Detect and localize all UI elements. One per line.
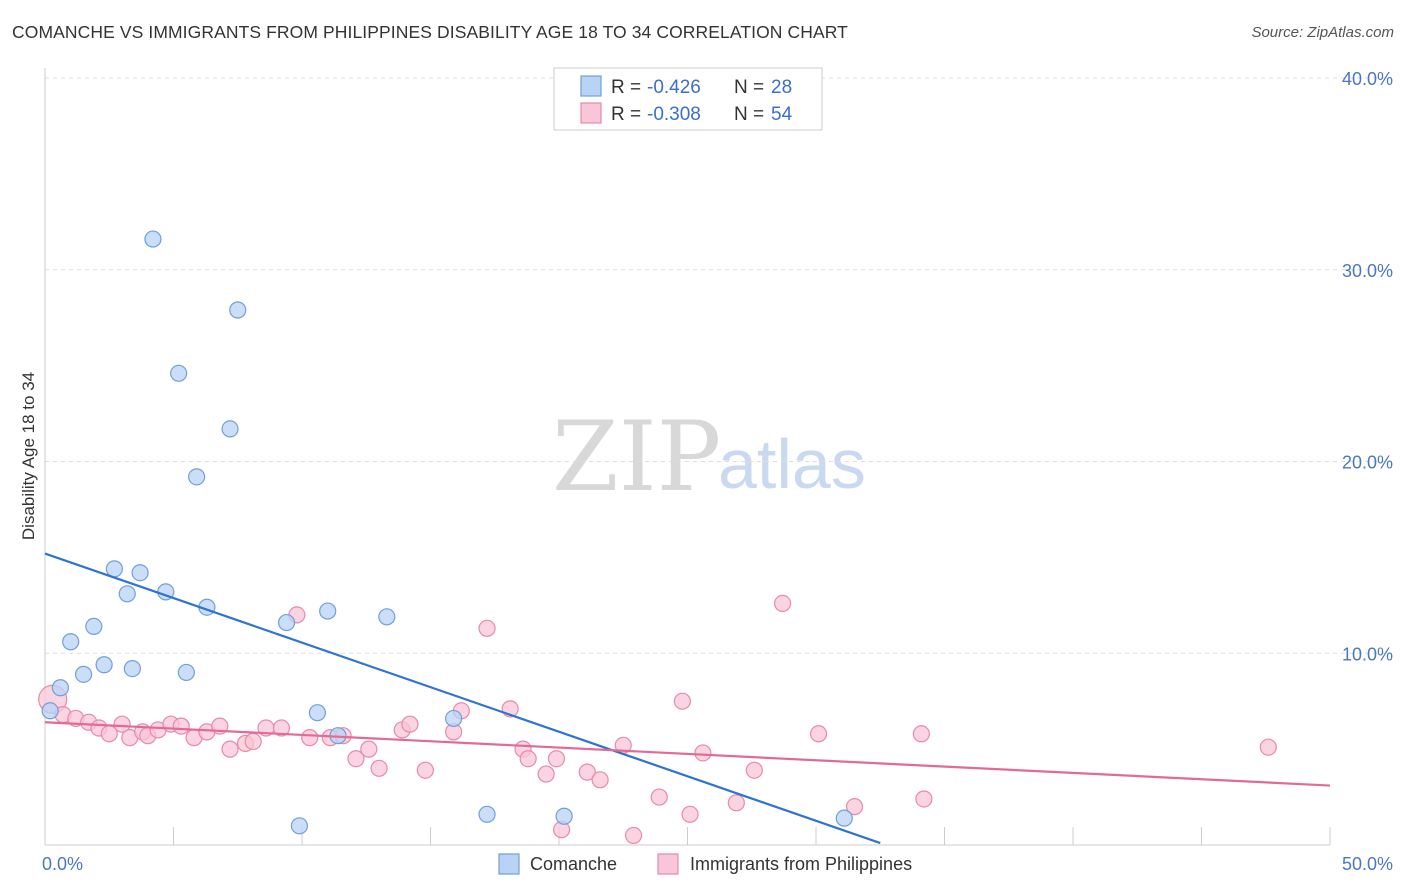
legend-n-label-2: N = — [734, 104, 764, 125]
comanche-point — [144, 230, 162, 248]
x-tick-label: 0.0% — [42, 854, 83, 874]
watermark: ZIP atlas — [552, 401, 866, 513]
philippines-point — [221, 740, 239, 758]
philippines-point — [809, 725, 828, 743]
x-tick-label: 50.0% — [1342, 854, 1393, 874]
comanche-point — [555, 807, 573, 825]
legend-n-label-1: N = — [734, 77, 764, 98]
legend-r-label-2: R = — [611, 104, 641, 125]
philippines-point — [915, 790, 933, 808]
philippines-point — [347, 750, 365, 768]
philippines-point — [694, 744, 712, 762]
comanche-trend-line — [44, 552, 881, 845]
y-tick-labels: 10.0% 20.0% 30.0% 40.0% — [1342, 69, 1393, 664]
comanche-point — [378, 608, 396, 626]
trend-lines — [44, 552, 1331, 845]
comanche-point — [177, 663, 195, 682]
legend-bottom-label-philippines: Immigrants from Philippines — [690, 854, 912, 874]
philippines-point — [591, 771, 609, 789]
philippines-point — [244, 732, 262, 751]
philippines-point — [301, 729, 319, 747]
philippines-point — [745, 761, 763, 779]
comanche-point — [229, 301, 247, 319]
comanche-point — [308, 704, 327, 722]
philippines-point — [172, 717, 190, 735]
y-tick-label: 40.0% — [1342, 69, 1393, 89]
y-axis-label: Disability Age 18 to 34 — [19, 372, 38, 540]
comanche-point — [62, 633, 80, 651]
comanche-point — [221, 420, 239, 438]
philippines-point — [845, 798, 864, 816]
comanche-point — [478, 805, 496, 823]
philippines-point — [727, 794, 745, 812]
philippines-point — [547, 750, 566, 768]
watermark-zip: ZIP — [552, 401, 721, 513]
comanche-point — [95, 656, 113, 674]
y-tick-label: 10.0% — [1342, 644, 1393, 664]
comanche-point — [41, 702, 59, 720]
legend-bottom: Comanche Immigrants from Philippines — [498, 853, 912, 875]
comanche-point — [188, 468, 206, 486]
watermark-atlas: atlas — [718, 425, 866, 503]
philippines-point — [1259, 738, 1277, 756]
comanche-point — [319, 602, 337, 620]
chart-title: COMANCHE VS IMMIGRANTS FROM PHILIPPINES … — [12, 22, 848, 42]
y-tick-label: 20.0% — [1342, 453, 1393, 473]
gridlines — [45, 77, 1392, 654]
philippines-point — [416, 761, 434, 779]
philippines-point — [113, 715, 131, 733]
philippines-point — [912, 725, 930, 743]
data-points — [38, 230, 1277, 845]
philippines-point — [401, 715, 419, 733]
legend-n-value-2: 54 — [771, 104, 793, 125]
comanche-point — [445, 709, 463, 728]
philippines-point — [773, 594, 792, 612]
legend-bottom-label-comanche: Comanche — [530, 854, 617, 874]
legend-r-value-2: -0.308 — [647, 104, 701, 125]
philippines-point — [681, 805, 699, 823]
comanche-point — [85, 617, 103, 636]
legend-n-value-1: 28 — [771, 77, 792, 98]
philippines-point — [624, 826, 643, 845]
comanche-point — [74, 665, 93, 683]
comanche-point — [277, 613, 296, 632]
philippines-point — [519, 750, 537, 768]
philippines-point — [537, 765, 555, 783]
x-tick-labels: 0.0% 50.0% — [42, 854, 1393, 874]
legend-swatch-comanche — [580, 75, 602, 97]
philippines-point — [370, 759, 388, 777]
legend-r-value-1: -0.426 — [647, 77, 701, 98]
philippines-point — [360, 740, 378, 758]
philippines-point — [578, 763, 596, 781]
comanche-point — [105, 560, 123, 578]
legend-bottom-swatch-philippines — [657, 853, 679, 875]
legend-swatch-philippines — [580, 102, 602, 124]
philippines-point — [650, 788, 668, 806]
legend-top: R = -0.426 N = 28 R = -0.308 N = 54 — [553, 67, 823, 131]
source-credit: Source: ZipAtlas.com — [1251, 24, 1394, 41]
comanche-point — [290, 817, 309, 835]
comanche-point — [835, 809, 853, 827]
philippines-point — [272, 719, 291, 737]
comanche-point — [170, 364, 188, 382]
y-tick-label: 30.0% — [1342, 261, 1393, 281]
comanche-point — [118, 585, 136, 603]
legend-bottom-swatch-comanche — [498, 853, 520, 875]
philippines-point — [478, 619, 496, 637]
comanche-point — [51, 679, 70, 697]
comanche-point — [123, 659, 141, 678]
comanche-point — [131, 564, 149, 582]
philippines-trend-line — [44, 721, 1331, 787]
philippines-point — [673, 692, 691, 710]
legend-r-label-1: R = — [611, 77, 641, 98]
